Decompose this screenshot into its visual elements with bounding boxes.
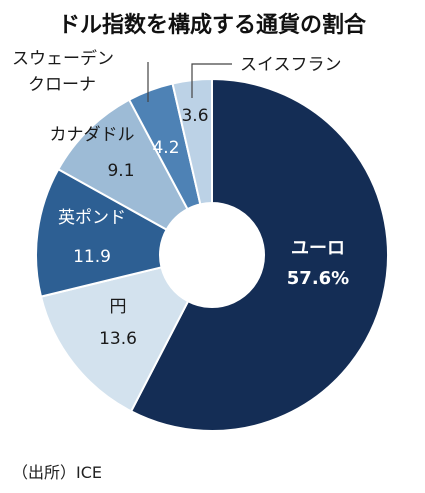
slice-label-euro: ユーロ xyxy=(291,238,345,259)
source-note: （出所）ICE xyxy=(12,463,102,482)
leader-line-chf xyxy=(191,63,232,98)
slice-label-sek-line1: スウェーデン xyxy=(12,48,114,69)
value-label-sek: 4.2 xyxy=(152,138,179,158)
chart-title: ドル指数を構成する通貨の割合 xyxy=(58,12,367,38)
value-label-euro: 57.6% xyxy=(287,268,349,289)
slice-label-gbp: 英ポンド xyxy=(58,208,126,228)
slice-gbp xyxy=(35,167,168,298)
value-label-gbp: 11.9 xyxy=(73,247,111,267)
donut-slices xyxy=(35,77,389,432)
slice-yen xyxy=(39,266,190,413)
slice-label-yen: 円 xyxy=(110,297,127,317)
slice-label-chf: スイスフラン xyxy=(240,55,342,75)
value-label-yen: 13.6 xyxy=(99,329,137,349)
value-label-cad: 9.1 xyxy=(107,161,134,181)
slice-chf xyxy=(171,77,213,206)
slice-euro xyxy=(129,77,389,432)
slice-label-sek-line2: クローナ xyxy=(28,75,96,95)
value-label-chf: 3.6 xyxy=(181,106,208,126)
slice-label-cad: カナダドル xyxy=(50,125,135,145)
slice-cad xyxy=(56,98,189,232)
